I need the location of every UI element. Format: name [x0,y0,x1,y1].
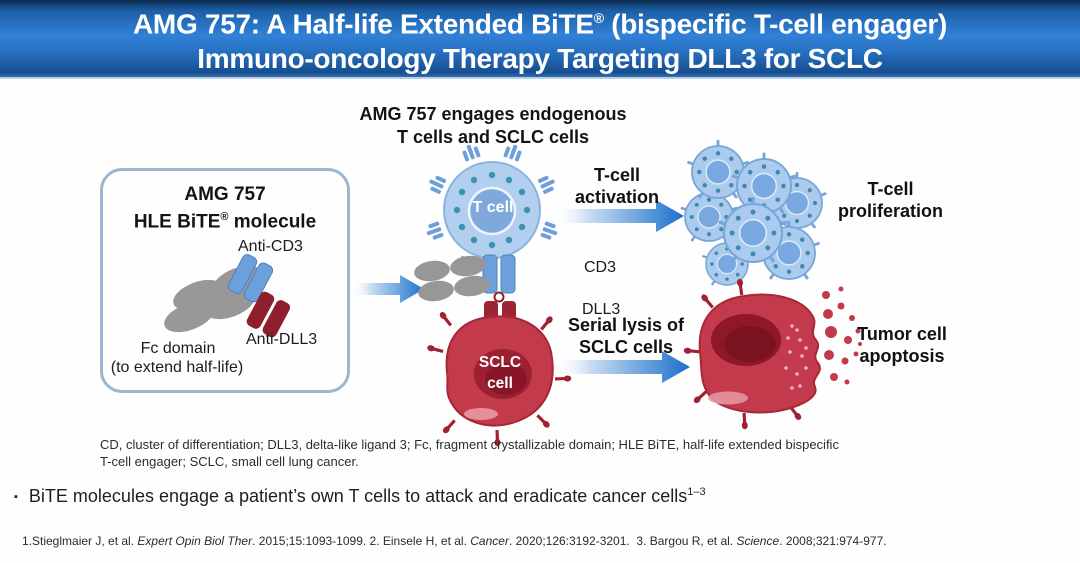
diagram-heading: AMG 757 engages endogenous T cells and S… [359,104,627,147]
title-line-2: Immuno-oncology Therapy Targeting DLL3 f… [197,42,883,74]
label-t-cell: T cell [472,199,514,216]
registered-mark: ® [593,10,604,27]
molecule-box [100,168,350,393]
dll3-receptor-graphic [484,301,516,335]
title-line-1: AMG 757: A Half-life Extended BiTE® (bis… [133,8,947,40]
bullet-marker-icon: ▪ [14,491,18,503]
label-cd3: CD3 [584,259,617,276]
label-dll3: DLL3 [582,301,621,318]
linker-ring [493,291,505,303]
arrow-engage [353,275,424,303]
label-t-cell-proliferation: T-cell proliferation [837,179,943,221]
references: 1.Stieglmaier J, et al. Expert Opin Biol… [22,534,887,548]
bullet-point: ▪ BiTE molecules engage a patient’s own … [14,486,706,506]
label-serial-lysis: Serial lysis of SCLC cells [567,315,685,357]
label-tumor-apoptosis: Tumor cell apoptosis [857,324,947,366]
cd3-receptor-graphic [482,254,516,294]
t-cell-cluster-graphic [680,140,827,286]
label-fc-domain-note: (to extend half-life) [110,359,244,376]
footnote: CD, cluster of differentiation; DLL3, de… [100,437,839,469]
molecule-box-title: AMG 757 HLE BiTE® molecule [133,184,317,233]
registered-mark: ® [220,211,229,223]
fc-domain-graphic [414,255,490,302]
title-bar: AMG 757: A Half-life Extended BiTE® (bis… [0,0,1080,79]
label-anti-cd3: Anti-CD3 [238,238,303,255]
tumor-cell-graphic [681,276,862,432]
reference-superscript: 1–3 [687,486,706,498]
label-fc-domain: Fc domain [140,340,216,357]
label-t-cell-activation: T-cell activation [574,165,660,207]
label-sclc-cell: SCLC cell [478,354,522,392]
